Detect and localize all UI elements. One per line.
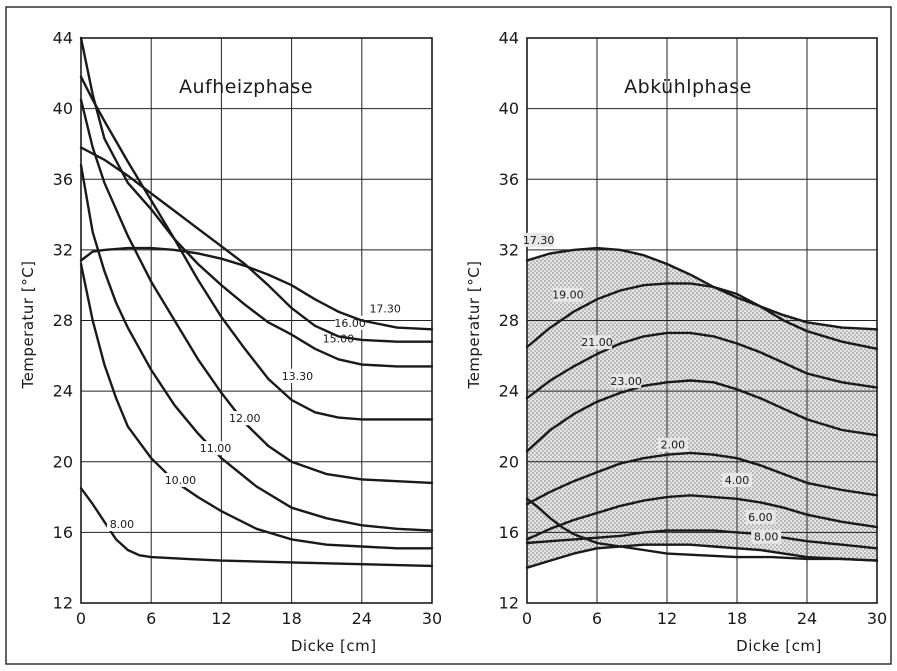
series-label-13-30: 13.30 [282,370,314,383]
series-line-curve-8 [525,497,879,562]
series-label-backdrop [611,374,642,389]
series-label-backdrop [106,517,137,532]
series-label-2-00: 2.00 [661,439,686,452]
x-tick-label: 12 [657,609,677,628]
series-line-12-00 [79,98,434,485]
series-label-17-30: 17.30 [523,234,555,247]
shaded-band [527,248,877,568]
y-axis-title: Temperatur [°C] [19,260,37,389]
y-tick-label: 16 [499,523,519,542]
x-tick-label: 12 [211,609,231,628]
series-label-23-00: 23.00 [610,375,642,388]
x-tick-label: 6 [146,609,156,628]
x-tick-label: 0 [76,609,86,628]
plot-frame [80,37,433,604]
series-line-4-00 [525,494,879,541]
x-tick-label: 18 [281,609,301,628]
y-tick-label: 12 [53,594,73,613]
y-tick-label: 20 [499,452,519,471]
y-tick-label: 44 [53,29,73,48]
series-label-backdrop [323,331,354,346]
y-tick-label: 40 [499,99,519,118]
x-tick-label: 30 [422,609,442,628]
series-label-backdrop [582,335,612,350]
series-line-11-00 [79,163,434,532]
series-label-17-30: 17.30 [369,303,401,316]
y-tick-label: 32 [53,240,73,259]
x-tick-label: 0 [522,609,532,628]
series-line-13-30 [79,75,434,421]
series-label-backdrop [370,301,401,316]
y-tick-label: 36 [53,170,73,189]
series-label-8-00: 8.00 [110,518,135,531]
plot-frame [526,37,878,604]
y-tick-label: 28 [499,311,519,330]
series-line-6-00 [525,529,879,550]
y-tick-label: 36 [499,170,519,189]
y-tick-label: 24 [53,382,73,401]
series-line-21-00 [525,331,879,400]
series-line-15-00 [79,36,434,368]
y-axis-title: Temperatur [°C] [465,260,483,389]
x-tick-label: 6 [592,609,602,628]
series-label-16-00: 16.00 [334,317,366,330]
series-label-backdrop [722,472,752,487]
series-label-backdrop [523,232,554,247]
y-tick-label: 44 [499,29,519,48]
series-label-4-00: 4.00 [725,474,750,487]
y-tick-label: 24 [499,382,519,401]
series-line-10-00 [79,262,434,550]
x-tick-label: 24 [352,609,372,628]
series-label-15-00: 15.00 [323,333,355,346]
series-label-11-00: 11.00 [200,442,232,455]
y-tick-label: 12 [499,594,519,613]
x-tick-label: 24 [797,609,817,628]
y-tick-label: 32 [499,240,519,259]
chart-title: Abkühlphase [624,76,752,98]
series-label-12-00: 12.00 [229,412,261,425]
y-tick-label: 28 [53,311,73,330]
series-label-backdrop [745,510,776,525]
chart-panel-aufheizphase: 0 6 12 18 24 30 12 16 20 24 28 32 36 40 44 Dicke [cm] Te… [19,29,442,656]
y-tick-label: 40 [53,99,73,118]
series-label-backdrop [552,287,583,302]
series-label-backdrop [200,441,231,456]
series-line-8-00 [525,543,879,569]
series-line-2-00 [525,451,879,506]
y-tick-label: 16 [53,523,73,542]
series-label-19-00: 19.00 [552,289,584,302]
series-line-19-00 [525,282,879,350]
chart-panel-abkuehlphase: 0 6 12 18 24 30 12 16 20 24 28 32 36 40 44 Dicke [cm] Te… [465,29,887,656]
series-label-backdrop [751,529,782,544]
chart-title: Aufheizphase [179,76,313,98]
series-line-17-30 [79,246,434,331]
x-axis-title: Dicke [cm] [291,637,377,655]
series-label-10-00: 10.00 [165,474,197,487]
y-tick-label: 20 [53,452,73,471]
series-label-6-00: 6.00 [748,511,773,524]
series-line-16-00 [79,146,434,343]
series-line-23-00 [525,379,879,453]
x-tick-label: 30 [867,609,887,628]
series-label-21-00: 21.00 [581,336,613,349]
series-line-17-30 [525,246,879,331]
series-label-backdrop [282,368,313,383]
series-label-backdrop [657,437,688,452]
outer-frame [5,6,892,665]
x-tick-label: 18 [727,609,747,628]
series-line-8-00 [79,487,434,568]
x-axis-title: Dicke [cm] [736,637,822,655]
series-label-backdrop [165,472,196,487]
series-label-backdrop [229,411,260,426]
series-label-8-00: 8.00 [754,530,779,543]
